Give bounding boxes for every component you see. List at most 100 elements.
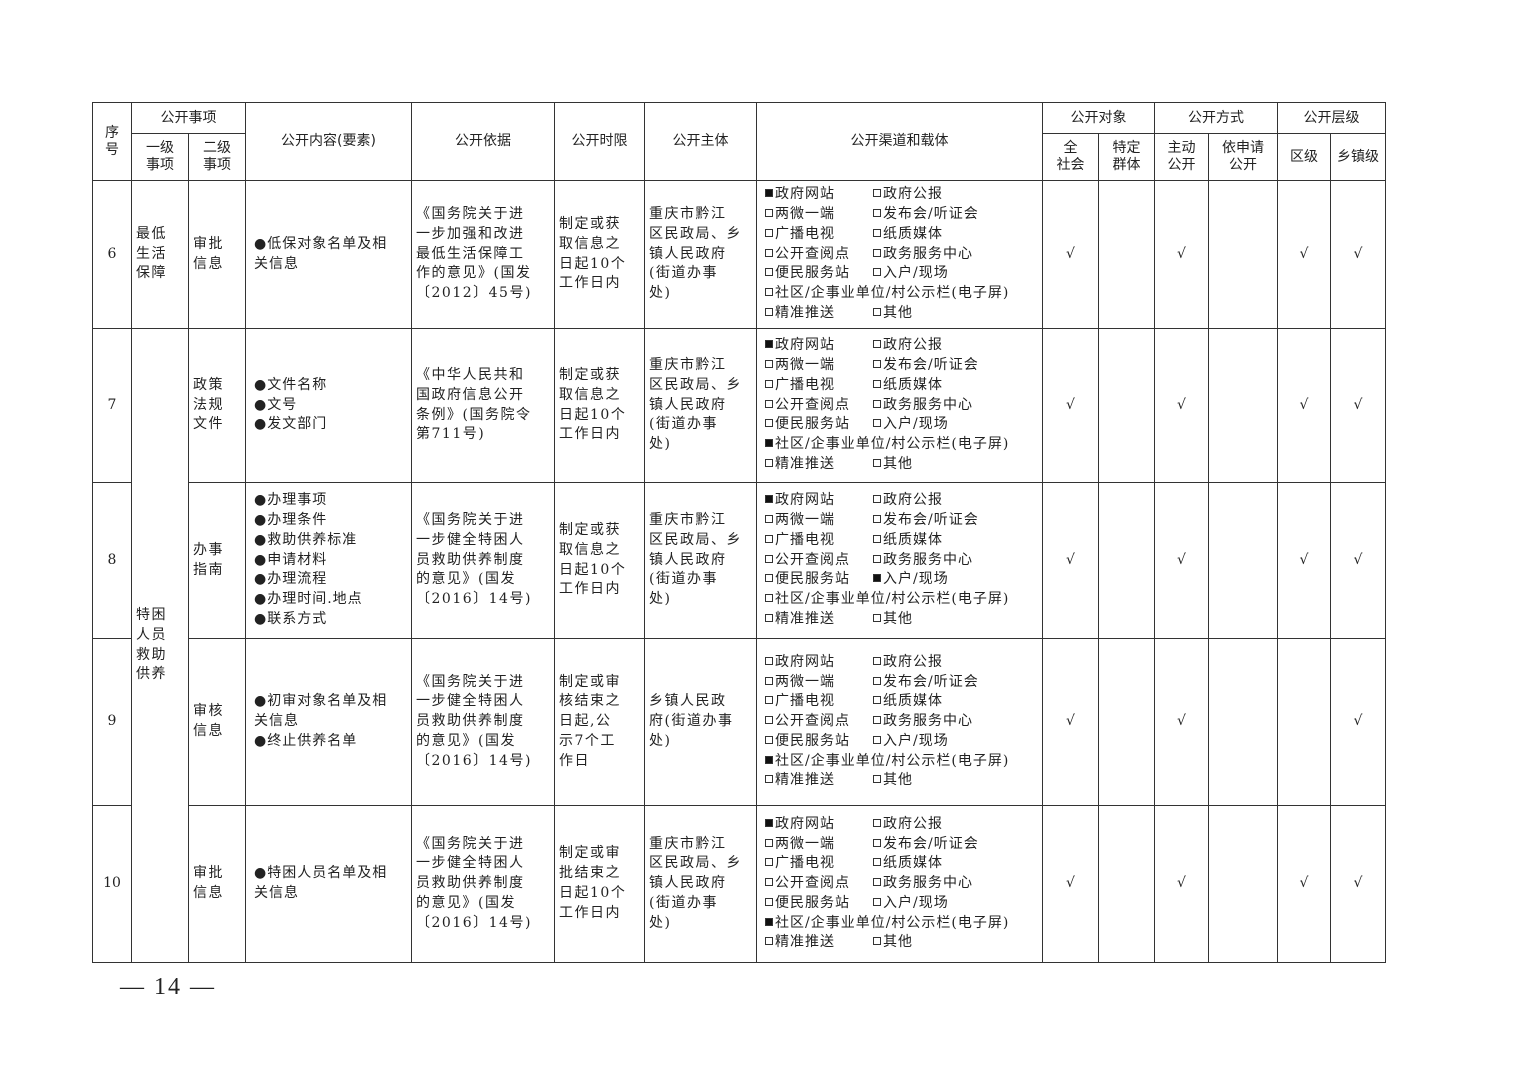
channel-option: 精准推送 — [765, 610, 873, 630]
header-level-town: 乡镇级 — [1330, 133, 1386, 181]
channel-line: 便民服务站 入户/现场 — [765, 264, 1038, 284]
time-limit-cell: 制定或获 取信息之 日起10个 工作日内 — [554, 328, 645, 483]
channel-option-label: 两微一端 — [775, 835, 835, 852]
unchecked-box-icon — [873, 735, 881, 744]
channel-option-label: 入户/现场 — [883, 416, 949, 433]
channel-option-label: 精准推送 — [775, 772, 835, 789]
channel-option-label: 政府公报 — [883, 653, 943, 670]
channel-option: 纸质媒体 — [873, 855, 943, 871]
channel-option: 广播电视 — [765, 854, 873, 874]
channel-line: 便民服务站 入户/现场 — [765, 894, 1038, 914]
method-request-check — [1208, 482, 1278, 639]
method-active-check: √ — [1154, 638, 1209, 806]
level-district-check — [1277, 638, 1331, 806]
channel-line: 便民服务站 入户/现场 — [765, 415, 1038, 435]
seq-cell: 7 — [92, 328, 132, 483]
unchecked-box-icon — [873, 838, 881, 847]
channel-option-label: 入户/现场 — [883, 571, 949, 588]
unchecked-box-icon — [873, 878, 881, 887]
level-district-check: √ — [1277, 180, 1331, 329]
time-limit-cell: 制定或审 批结束之 日起10个 工作日内 — [554, 805, 645, 963]
unchecked-box-icon — [873, 534, 881, 543]
channel-option: 便民服务站 — [765, 732, 873, 752]
channel-option: 政务服务中心 — [873, 397, 973, 413]
channel-option-label: 广播电视 — [775, 693, 835, 710]
channel-option: 政府网站 — [765, 815, 873, 835]
channel-line: 广播电视 纸质媒体 — [765, 531, 1038, 551]
channel-line: 精准推送 其他 — [765, 771, 1038, 791]
channel-option-label: 发布会/听证会 — [883, 357, 979, 373]
target-all-check: √ — [1042, 328, 1099, 483]
target-specific-check — [1098, 482, 1155, 639]
channel-option: 政府公报 — [873, 186, 943, 202]
channel-option-label: 政府网站 — [775, 337, 835, 354]
channel-line: 社区/企事业单位/村公示栏(电子屏) — [765, 590, 1038, 610]
unchecked-box-icon — [873, 399, 881, 408]
channel-option-label: 广播电视 — [775, 531, 835, 548]
channel-line: 广播电视 纸质媒体 — [765, 692, 1038, 712]
channel-line: 两微一端 发布会/听证会 — [765, 356, 1038, 376]
channel-option: 纸质媒体 — [873, 226, 943, 242]
channel-option-label: 发布会/听证会 — [883, 835, 979, 852]
channel-option-label: 政务服务中心 — [883, 396, 973, 413]
level-town-check: √ — [1330, 328, 1386, 483]
channel-cell: 政府网站 政府公报 两微一端 发布会/听证会 广播电视 纸质媒体 公开查阅点 政务服务中心 便民… — [756, 180, 1043, 329]
channel-option-label: 广播电视 — [775, 376, 835, 393]
channel-cell: 政府网站 政府公报 两微一端 发布会/听证会 广播电视 纸质媒体 公开查阅点 政务服务中心 便民… — [756, 482, 1043, 639]
channel-option-label: 精准推送 — [775, 304, 835, 321]
unchecked-box-icon — [873, 495, 881, 504]
channel-option: 两微一端 — [765, 511, 873, 531]
channel-option-label: 政务服务中心 — [883, 875, 973, 892]
unchecked-box-icon — [873, 554, 881, 563]
channel-option-label: 公开查阅点 — [775, 713, 850, 730]
unchecked-box-icon — [765, 878, 773, 887]
level2-cell: 政策 法规 文件 — [188, 328, 246, 483]
channel-line: 精准推送 其他 — [765, 304, 1038, 324]
channel-option: 社区/企事业单位/村公示栏(电子屏) — [765, 436, 1009, 452]
channel-line: 广播电视 纸质媒体 — [765, 225, 1038, 245]
channel-option-label: 政府公报 — [883, 815, 943, 832]
channel-option-label: 两微一端 — [775, 357, 835, 373]
subject-cell: 重庆市黔江 区民政局、乡 镇人民政府 (街道办事 处) — [644, 805, 757, 963]
header-level1: 一级 事项 — [131, 133, 189, 181]
channel-option-label: 精准推送 — [775, 455, 835, 472]
header-content: 公开内容(要素) — [245, 102, 412, 181]
channel-option: 政务服务中心 — [873, 246, 973, 262]
channel-option-label: 发布会/听证会 — [883, 673, 979, 690]
channel-option-label: 政府网站 — [775, 815, 835, 832]
level-town-check: √ — [1330, 805, 1386, 963]
channel-option: 两微一端 — [765, 205, 873, 225]
unchecked-box-icon — [873, 716, 881, 725]
channel-option-label: 两微一端 — [775, 673, 835, 690]
level-town-check: √ — [1330, 180, 1386, 329]
unchecked-box-icon — [873, 360, 881, 368]
checked-box-icon — [873, 574, 881, 583]
target-all-check: √ — [1042, 638, 1099, 806]
channel-option: 发布会/听证会 — [873, 357, 979, 373]
channel-option-label: 入户/现场 — [883, 732, 949, 749]
time-limit-cell: 制定或获 取信息之 日起10个 工作日内 — [554, 180, 645, 329]
channel-option: 其他 — [873, 611, 913, 627]
table-body: 6 最低 生活 保障 审批 信息 ●低保对象名单及相 关信息 《国务院关于进 一步加强和… — [92, 180, 1386, 963]
channel-line: 公开查阅点 政务服务中心 — [765, 396, 1038, 416]
method-active-check: √ — [1154, 482, 1209, 639]
checked-box-icon — [765, 495, 773, 504]
unchecked-box-icon — [765, 360, 773, 368]
header-level-district: 区级 — [1277, 133, 1331, 181]
header-channel: 公开渠道和载体 — [756, 102, 1043, 181]
channel-option: 公开查阅点 — [765, 396, 873, 416]
level2-cell: 办事 指南 — [188, 482, 246, 639]
unchecked-box-icon — [765, 656, 773, 665]
seq-cell: 10 — [92, 805, 132, 963]
table-row: 9 审核 信息 ●初审对象名单及相 关信息 ●终止供养名单 《国务院关于进 一步健全特… — [92, 638, 1386, 806]
checked-box-icon — [765, 755, 773, 764]
subject-cell: 重庆市黔江 区民政局、乡 镇人民政府 (街道办事 处) — [644, 482, 757, 639]
channel-option: 纸质媒体 — [873, 377, 943, 393]
channel-option: 广播电视 — [765, 692, 873, 712]
channel-line: 两微一端 发布会/听证会 — [765, 673, 1038, 693]
channel-option: 便民服务站 — [765, 264, 873, 284]
channel-option-label: 入户/现场 — [883, 265, 949, 282]
channel-option-label: 其他 — [883, 772, 913, 789]
level-district-check: √ — [1277, 482, 1331, 639]
channel-option-label: 社区/企事业单位/村公示栏(电子屏) — [775, 914, 1010, 931]
